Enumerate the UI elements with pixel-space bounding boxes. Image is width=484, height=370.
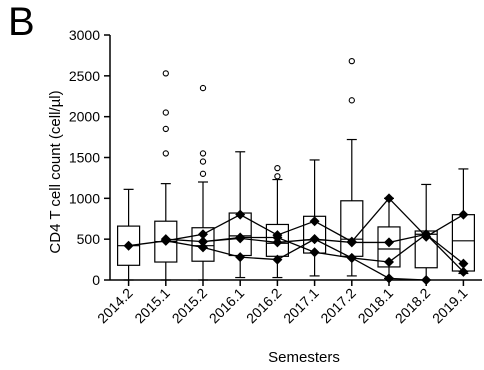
x-tick-label: 2018.1 xyxy=(355,285,397,327)
x-tick-label: 2015.1 xyxy=(131,285,173,327)
series-line xyxy=(128,197,464,247)
diamond-marker xyxy=(309,247,320,258)
diamond-marker xyxy=(421,275,432,285)
outlier-point xyxy=(348,57,355,65)
y-tick-label: 3000 xyxy=(69,27,100,43)
diamond-marker xyxy=(458,258,469,269)
diamond-marker xyxy=(384,193,394,204)
outlier-point xyxy=(274,173,281,180)
x-tick-label: 2014.2 xyxy=(94,285,136,327)
outlier-point xyxy=(162,125,169,133)
x-tick-label: 2018.2 xyxy=(392,285,434,327)
y-tick-label: 1000 xyxy=(69,190,100,206)
y-axis: 0 500 1000 1500 2000 2500 3000 xyxy=(69,27,111,288)
y-tick-label: 2500 xyxy=(69,68,100,84)
diamond-marker xyxy=(346,252,357,263)
outlier-point xyxy=(162,150,169,157)
box-2015.1 xyxy=(154,70,178,281)
box-series xyxy=(116,57,475,281)
diamond-marker xyxy=(309,216,320,227)
x-axis: 2014.22015.12015.22016.12016.22017.12017… xyxy=(94,279,482,327)
outlier-point xyxy=(162,70,169,77)
outlier-point xyxy=(199,150,207,157)
y-tick-label: 0 xyxy=(92,272,100,288)
panel-letter: B xyxy=(8,0,35,44)
diamond-marker xyxy=(198,236,208,247)
outlier-point xyxy=(348,97,355,104)
diamond-marker xyxy=(160,235,171,246)
x-tick-label: 2017.1 xyxy=(280,285,322,327)
outlier-point xyxy=(199,84,207,92)
diamond-marker xyxy=(458,209,469,220)
outlier-point xyxy=(199,158,207,165)
y-axis-title: CD4 T cell count (cell/µl) xyxy=(47,90,64,253)
diamond-marker xyxy=(421,229,432,240)
diamond-marker xyxy=(235,232,246,243)
box-rect xyxy=(340,200,364,257)
outlier-point xyxy=(274,164,281,172)
x-axis-title: Semesters xyxy=(268,349,340,366)
individual-series-4 xyxy=(198,232,432,285)
individual-lines xyxy=(123,193,469,285)
diamond-marker xyxy=(198,229,208,240)
box-2014.2 xyxy=(116,188,141,281)
y-tick-label: 1500 xyxy=(69,150,100,166)
diamond-marker xyxy=(198,242,208,253)
outlier-point xyxy=(199,170,207,177)
diamond-marker xyxy=(384,237,394,248)
diamond-marker xyxy=(235,252,246,263)
y-tick-label: 500 xyxy=(77,231,101,247)
diamond-marker xyxy=(309,234,320,245)
x-tick-label: 2015.2 xyxy=(169,285,211,327)
diamond-marker xyxy=(123,240,134,251)
diamond-marker xyxy=(272,232,283,243)
x-tick-label: 2016.2 xyxy=(243,285,285,327)
diamond-marker xyxy=(384,273,394,284)
x-tick-label: 2019.1 xyxy=(429,285,471,327)
diamond-marker xyxy=(346,237,357,248)
x-tick-label: 2017.2 xyxy=(317,285,359,327)
x-tick-label: 2016.1 xyxy=(206,285,248,327)
diamond-marker xyxy=(458,266,469,277)
diamond-marker xyxy=(235,209,246,220)
diamond-marker xyxy=(272,254,283,265)
diamond-marker xyxy=(384,257,394,268)
y-tick-label: 2000 xyxy=(69,109,100,125)
outlier-point xyxy=(162,109,169,116)
